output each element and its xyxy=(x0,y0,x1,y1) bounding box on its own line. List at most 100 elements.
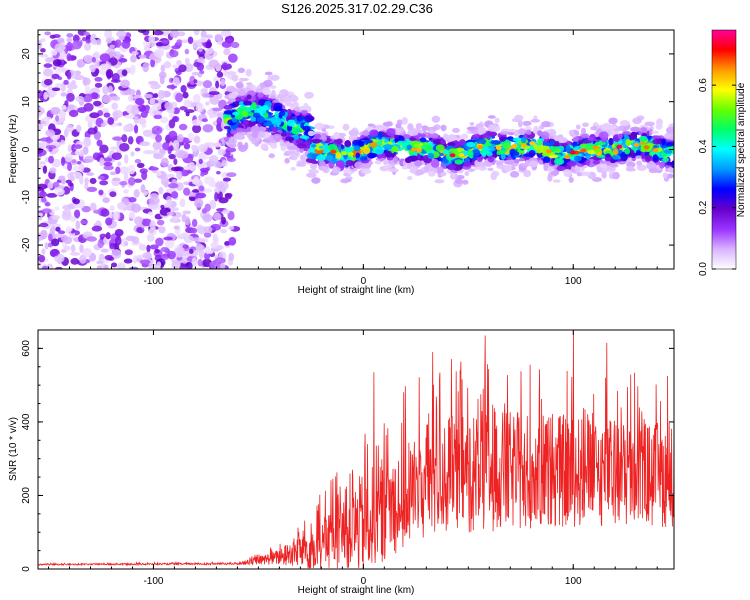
spectrogram-cell xyxy=(72,40,82,50)
spectrogram-cell xyxy=(187,36,194,45)
spectrogram-cell xyxy=(406,144,412,151)
y-tick-label: 400 xyxy=(21,413,32,430)
spectrogram-cell xyxy=(270,74,280,81)
spectrogram-cell xyxy=(541,152,552,157)
spectrogram-cell xyxy=(89,202,97,211)
spectrogram-cell xyxy=(182,244,189,249)
spectrogram-cell xyxy=(115,166,121,175)
spectrogram-cell xyxy=(335,138,343,145)
spectrogram-hotspot xyxy=(643,145,650,150)
spectrogram-cell xyxy=(525,129,532,135)
spectrogram-cell xyxy=(437,166,444,173)
spectrogram-cell xyxy=(554,157,564,166)
spectrogram-cell xyxy=(142,252,152,259)
spectrogram-cell xyxy=(624,147,631,155)
spectrogram-cell xyxy=(179,198,186,208)
spectrogram-cell xyxy=(388,168,399,173)
spectrogram-cell xyxy=(190,227,198,234)
spectrogram-cell xyxy=(520,136,527,144)
spectrogram-cell xyxy=(228,225,235,230)
spectrogram-cell xyxy=(83,31,90,36)
spectrogram-cell xyxy=(166,199,172,206)
spectrogram-cell xyxy=(139,259,151,265)
spectrogram-cell xyxy=(130,151,135,157)
spectrogram-cell xyxy=(110,96,121,101)
spectrogram-cell xyxy=(646,156,651,161)
spectrogram-cell xyxy=(138,54,147,59)
spectrogram-cell xyxy=(488,124,498,130)
spectrogram-cell xyxy=(599,131,609,140)
spectrogram-cell xyxy=(226,133,231,138)
spectrogram-cell xyxy=(382,144,394,150)
spectrogram-cell xyxy=(188,161,196,172)
spectrogram-cell xyxy=(89,64,96,73)
spectrogram-cell xyxy=(580,127,587,134)
spectrogram-cell xyxy=(119,166,130,175)
spectrogram-cell xyxy=(166,84,178,89)
spectrogram-cell xyxy=(157,89,165,100)
spectrogram-cell xyxy=(109,146,120,151)
spectrogram-cell xyxy=(51,158,61,168)
spectrogram-cell xyxy=(67,162,73,172)
spectrogram-cell xyxy=(251,130,259,139)
spectrogram-cell xyxy=(171,64,181,69)
spectrogram-cell xyxy=(43,78,53,86)
spectrogram-cell xyxy=(651,130,659,134)
spectrogram-cell xyxy=(609,163,619,168)
spectrogram-cell xyxy=(193,30,200,36)
spectrogram-cell xyxy=(216,117,223,126)
spectrogram-cell xyxy=(447,134,457,142)
spectrogram-cell xyxy=(96,265,102,269)
spectrogram-cell xyxy=(318,166,329,171)
spectrogram-cell xyxy=(280,132,287,137)
spectrogram-cell xyxy=(511,118,522,122)
spectrogram-cell xyxy=(419,137,427,143)
spectrogram-cell xyxy=(667,167,674,173)
spectrogram-cell xyxy=(141,218,152,227)
spectrogram-cell xyxy=(73,144,83,149)
spectrogram-cell xyxy=(50,91,57,96)
spectrogram-cell xyxy=(41,208,52,214)
spectrogram-cell xyxy=(65,179,72,184)
spectrogram-cell xyxy=(183,99,192,108)
spectrogram-cell xyxy=(503,159,514,165)
spectrogram-cell xyxy=(181,39,188,44)
x-tick-label: 0 xyxy=(361,276,367,287)
spectrogram-cell xyxy=(573,136,579,142)
spectrogram-cell xyxy=(80,219,88,225)
spectrogram-hotspot xyxy=(330,149,337,154)
spectrogram-hotspot xyxy=(511,143,518,148)
spectrogram-cell xyxy=(410,128,419,134)
spectrogram-cell xyxy=(216,71,224,78)
spectrogram-hotspot xyxy=(449,153,456,158)
spectrogram-cell xyxy=(183,142,191,150)
spectrogram-cell xyxy=(576,172,582,177)
spectrogram-cell xyxy=(58,175,66,181)
spectrogram-cell xyxy=(208,155,219,165)
snr-frame xyxy=(37,329,675,570)
spectrogram-cell xyxy=(151,125,163,135)
spectrogram-cell xyxy=(94,68,100,75)
spectrogram-cell xyxy=(38,254,46,263)
spectrogram-hotspot xyxy=(477,145,484,150)
spectrogram-cell xyxy=(214,192,219,202)
spectrogram-cell xyxy=(208,91,220,96)
spectrogram-cell xyxy=(298,116,305,121)
spectrogram-cell xyxy=(231,74,239,82)
spectrogram-cell xyxy=(487,155,495,163)
spectrogram-cell xyxy=(198,237,209,243)
spectrogram-cell xyxy=(221,159,227,164)
spectrogram-cell xyxy=(183,187,191,196)
spectrogram-cell xyxy=(350,157,356,162)
spectrogram-cell xyxy=(602,122,612,131)
spectrogram-cell xyxy=(192,189,200,193)
spectrogram-cell xyxy=(662,172,669,179)
spectrogram-cell xyxy=(222,62,228,71)
spectrogram-cell xyxy=(158,226,166,234)
spectrogram-cell xyxy=(168,153,176,160)
spectrogram-cell xyxy=(205,47,214,55)
spectrogram-cell xyxy=(160,247,169,252)
spectrogram-cell xyxy=(133,124,139,134)
spectrogram-cell xyxy=(66,41,73,52)
spectrogram-cell xyxy=(348,129,359,137)
